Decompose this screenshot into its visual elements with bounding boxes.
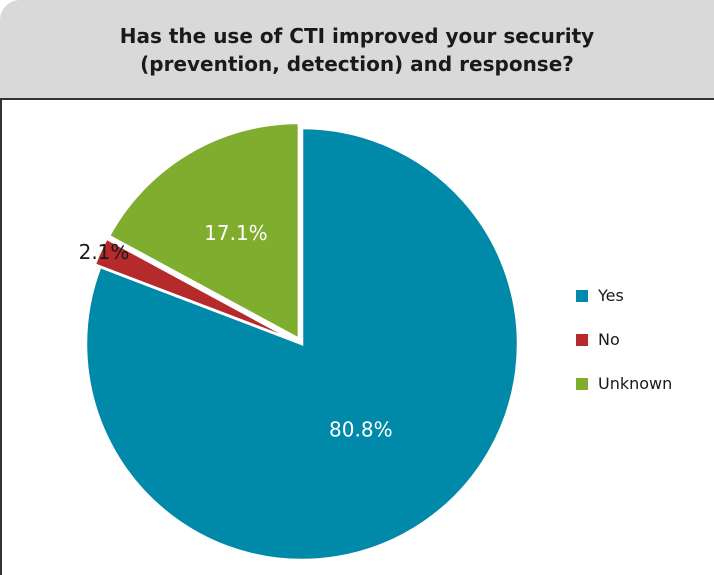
data-label-unknown: 17.1% bbox=[204, 221, 268, 245]
chart-title: Has the use of CTI improved your securit… bbox=[0, 22, 714, 78]
chart-title-line-2: (prevention, detection) and response? bbox=[140, 52, 574, 76]
legend-label-unknown: Unknown bbox=[598, 374, 673, 393]
data-label-no: 2.1% bbox=[79, 240, 130, 264]
legend-label-yes: Yes bbox=[598, 286, 624, 305]
data-label-yes: 80.8% bbox=[329, 417, 393, 441]
legend-label-no: No bbox=[598, 330, 620, 349]
legend-swatch-yes bbox=[576, 290, 588, 302]
pie-slice-unknown bbox=[107, 121, 301, 341]
legend-swatch-unknown bbox=[576, 378, 588, 390]
chart-title-line-1: Has the use of CTI improved your securit… bbox=[119, 24, 595, 48]
chart-header: Has the use of CTI improved your securit… bbox=[0, 0, 714, 98]
pie-slice-yes bbox=[84, 126, 520, 562]
pie-slice-no bbox=[93, 236, 298, 343]
legend-swatch-no bbox=[576, 334, 588, 346]
